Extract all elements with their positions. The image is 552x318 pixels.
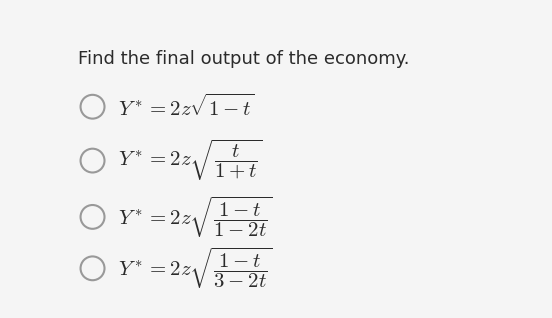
Text: $Y^* = 2z\sqrt{1-t}$: $Y^* = 2z\sqrt{1-t}$ xyxy=(118,93,254,120)
Text: $Y^* = 2z\sqrt{\dfrac{1-t}{1-2t}}$: $Y^* = 2z\sqrt{\dfrac{1-t}{1-2t}}$ xyxy=(118,194,273,239)
Text: Find the final output of the economy.: Find the final output of the economy. xyxy=(77,50,409,68)
Text: $Y^* = 2z\sqrt{\dfrac{t}{1+t}}$: $Y^* = 2z\sqrt{\dfrac{t}{1+t}}$ xyxy=(118,138,263,183)
Text: $Y^* = 2z\sqrt{\dfrac{1-t}{3-2t}}$: $Y^* = 2z\sqrt{\dfrac{1-t}{3-2t}}$ xyxy=(118,246,273,291)
